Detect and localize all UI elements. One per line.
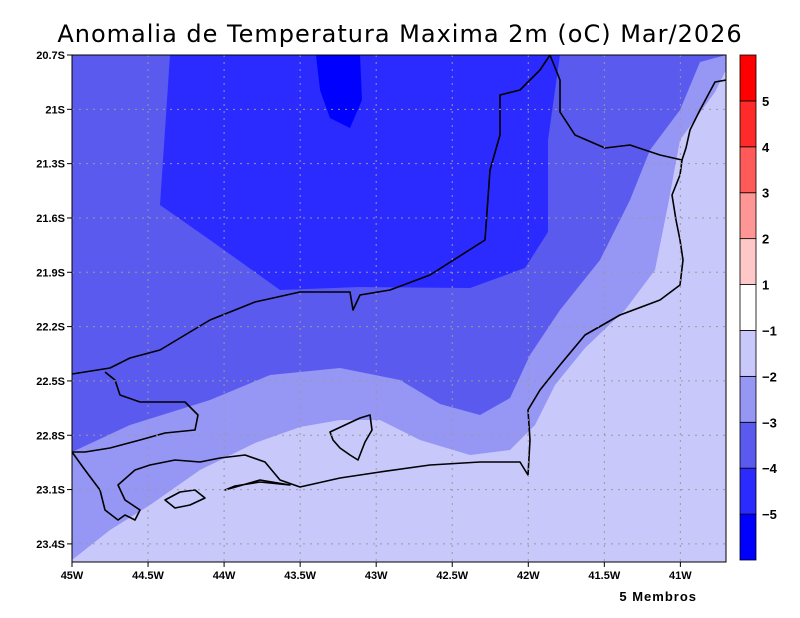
colorbar-swatch	[739, 513, 757, 561]
x-tick-label: 42.5W	[436, 570, 468, 582]
x-tick-label: 41.5W	[588, 570, 620, 582]
colorbar-label: 3	[762, 186, 769, 201]
colorbar-label: −5	[762, 507, 777, 522]
marambaia-sandbar	[224, 479, 291, 491]
colorbar-swatch	[739, 330, 757, 377]
y-tick-label: 20.7S	[36, 50, 65, 62]
x-tick-label: 43.5W	[284, 570, 316, 582]
colorbar-swatch	[739, 238, 757, 285]
band-minus1-to-minus2	[72, 70, 726, 562]
colorbar-label: −2	[762, 369, 777, 384]
y-tick-label: 22.8S	[36, 430, 65, 442]
coastline-rj	[72, 159, 684, 521]
y-tick-label: 23.1S	[36, 485, 65, 497]
guanabara-bay	[329, 414, 373, 461]
colorbar-label: −3	[762, 415, 777, 430]
colorbar: −5 −4 −3 −2 −1 1 2 3 4 5	[739, 54, 778, 561]
x-tick-label: 44.5W	[132, 570, 164, 582]
colorbar-label: 5	[762, 94, 769, 109]
colorbar-label: −1	[762, 323, 777, 338]
colorbar-swatch	[739, 284, 757, 331]
colorbar-swatch	[739, 100, 757, 148]
graticule	[72, 55, 726, 562]
y-tick-label: 21.6S	[36, 213, 65, 225]
x-tick-label: 42W	[517, 570, 540, 582]
band-below-minus5	[316, 55, 362, 128]
y-tick-label: 21S	[45, 104, 65, 116]
colorbar-label: −4	[762, 461, 778, 476]
x-tick-label: 43W	[365, 570, 388, 582]
x-axis-ticks: 45W 44.5W 44W 43.5W 43W 42.5W 42W 41.5W 41W	[61, 562, 692, 582]
x-tick-label: 45W	[61, 570, 84, 582]
ilha-grande	[164, 489, 206, 509]
x-tick-label: 41W	[669, 570, 692, 582]
map-title: Anomalia de Temperatura Maxima 2m (oC) M…	[57, 20, 742, 48]
colorbar-swatch	[739, 421, 757, 469]
colorbar-label: 2	[762, 232, 769, 247]
y-tick-label: 21.3S	[36, 159, 65, 171]
colorbar-swatch	[739, 375, 757, 423]
x-tick-label: 44W	[213, 570, 236, 582]
y-tick-label: 22.2S	[36, 322, 65, 334]
coastline-and-borders	[72, 55, 726, 521]
plot-frame	[71, 54, 727, 563]
y-tick-label: 23.4S	[36, 539, 65, 551]
colorbar-label: 4	[762, 140, 770, 155]
anomaly-field	[72, 55, 726, 562]
border-sp-rj	[72, 371, 199, 453]
colorbar-swatch	[739, 192, 757, 240]
band-minus4-to-minus5	[160, 55, 560, 290]
colorbar-label: 1	[762, 278, 769, 293]
colorbar-swatch	[739, 54, 757, 102]
y-tick-label: 22.5S	[36, 376, 65, 388]
y-axis-ticks: 20.7S 21S 21.3S 21.6S 21.9S 22.2S 22.5S 22.8S 23…	[36, 50, 72, 551]
colorbar-swatch	[739, 146, 757, 194]
y-tick-label: 21.9S	[36, 267, 65, 279]
band-offshore	[220, 250, 726, 562]
ensemble-note: 5 Membros	[619, 589, 697, 604]
colorbar-swatch	[739, 467, 757, 515]
